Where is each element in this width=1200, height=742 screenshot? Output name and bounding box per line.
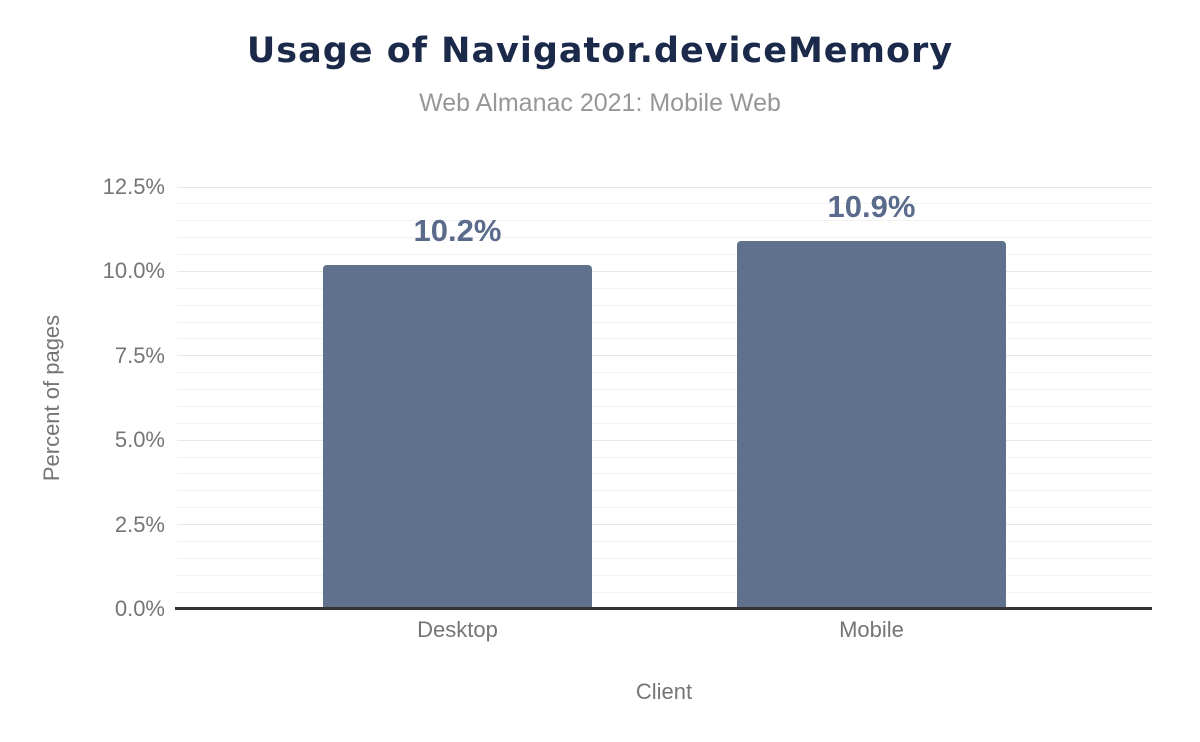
- gridline-minor: [177, 473, 1152, 475]
- y-tick-label: 2.5%: [114, 511, 165, 537]
- bar-desktop[interactable]: [323, 265, 592, 609]
- gridline-minor: [177, 591, 1152, 593]
- gridline-major: [177, 270, 1152, 272]
- gridline-minor: [177, 507, 1152, 509]
- x-axis-title: Client: [635, 679, 693, 704]
- gridline-minor: [177, 574, 1152, 576]
- x-category-label-mobile: Mobile: [839, 617, 904, 642]
- gridline-major: [177, 524, 1152, 526]
- gridline-minor: [177, 287, 1152, 289]
- gridline-minor: [177, 490, 1152, 492]
- gridline-major: [177, 439, 1152, 441]
- gridline-minor: [177, 203, 1152, 205]
- gridline-major: [177, 186, 1152, 188]
- y-tick-label: 5.0%: [114, 427, 165, 453]
- gridline-minor: [177, 372, 1152, 374]
- gridline-minor: [177, 321, 1152, 323]
- gridline-minor: [177, 405, 1152, 407]
- gridline-minor: [177, 389, 1152, 391]
- y-tick-label: 12.5%: [102, 174, 165, 199]
- y-tick-label: 7.5%: [114, 342, 165, 368]
- bar-value-label-desktop: 10.2%: [413, 213, 502, 248]
- gridline-minor: [177, 220, 1152, 222]
- gridline-minor: [177, 422, 1152, 424]
- y-tick-label: 10.0%: [102, 258, 165, 284]
- y-tick-label: 0.0%: [114, 596, 165, 621]
- y-axis-title-text: Percent of pages: [39, 314, 64, 482]
- gridline-minor: [177, 456, 1152, 458]
- chart-subtitle: Web Almanac 2021: Mobile Web: [419, 89, 781, 117]
- x-category-label-desktop: Desktop: [417, 617, 498, 642]
- gridline-minor: [177, 338, 1152, 340]
- gridline-minor: [177, 557, 1152, 559]
- bar-mobile[interactable]: [737, 241, 1006, 609]
- chart-title: Usage of Navigator.deviceMemory: [246, 31, 954, 71]
- gridline-major: [177, 355, 1152, 357]
- plot-area: 10.2% 10.9%: [177, 186, 1152, 609]
- gridline-minor: [177, 254, 1152, 256]
- gridline-minor: [177, 540, 1152, 542]
- x-axis-line: [175, 607, 1152, 610]
- gridline-minor: [177, 237, 1152, 239]
- bar-value-label-mobile: 10.9%: [827, 189, 916, 224]
- gridline-minor: [177, 304, 1152, 306]
